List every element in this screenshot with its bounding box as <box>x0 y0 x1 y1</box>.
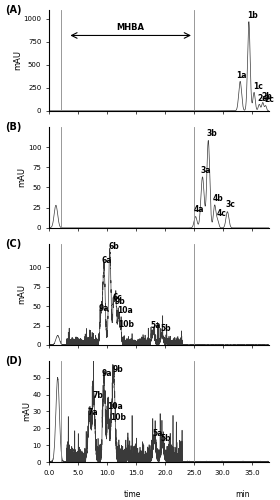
Text: 10a: 10a <box>107 402 123 411</box>
Text: MHBA: MHBA <box>117 23 145 32</box>
Text: (B): (B) <box>5 122 21 132</box>
Text: 5b: 5b <box>160 324 171 334</box>
Text: 4b: 4b <box>213 194 224 203</box>
Text: 6a: 6a <box>102 256 112 265</box>
Text: 5a: 5a <box>151 321 161 330</box>
Text: time: time <box>124 490 141 500</box>
Text: 6c: 6c <box>113 293 123 302</box>
Text: 2b: 2b <box>262 92 272 101</box>
Text: 5b: 5b <box>161 434 171 444</box>
Y-axis label: mAU: mAU <box>13 50 22 70</box>
Text: 3b: 3b <box>207 129 217 138</box>
Text: 1b: 1b <box>247 11 258 20</box>
Text: 7b: 7b <box>92 390 103 400</box>
Text: (C): (C) <box>5 239 21 249</box>
Text: 9a: 9a <box>98 304 109 313</box>
Text: 9b: 9b <box>113 366 123 374</box>
Y-axis label: mAU: mAU <box>22 402 31 421</box>
Text: 2c: 2c <box>265 95 274 104</box>
Text: 10a: 10a <box>117 306 133 316</box>
Text: 7a: 7a <box>87 408 98 416</box>
Text: 3a: 3a <box>201 166 211 174</box>
Text: 10b: 10b <box>118 320 134 328</box>
Text: 10b: 10b <box>110 412 126 422</box>
Text: (D): (D) <box>5 356 22 366</box>
Text: 9b: 9b <box>115 297 125 306</box>
Text: (A): (A) <box>5 4 21 15</box>
Text: 5a: 5a <box>152 430 162 438</box>
Text: 9a: 9a <box>102 369 112 378</box>
Text: 1a: 1a <box>236 70 247 80</box>
Text: min: min <box>235 490 250 500</box>
Text: 2a: 2a <box>258 94 268 102</box>
Text: 3c: 3c <box>226 200 235 209</box>
Y-axis label: mAU: mAU <box>17 284 26 304</box>
Text: 6b: 6b <box>109 242 119 251</box>
Text: 1c: 1c <box>253 82 263 90</box>
Text: 4a: 4a <box>193 205 204 214</box>
Y-axis label: mAU: mAU <box>17 168 26 188</box>
Text: 4c: 4c <box>216 209 226 218</box>
